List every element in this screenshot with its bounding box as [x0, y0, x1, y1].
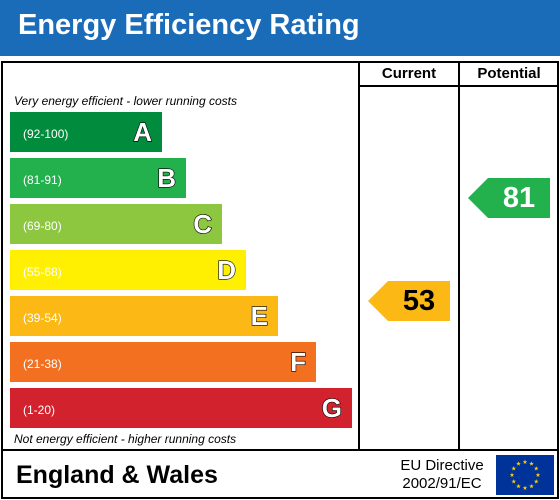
flag-star: [522, 459, 528, 464]
band-letter: E: [250, 300, 269, 331]
flag-star: [509, 472, 515, 477]
potential-rating-value: 81: [502, 182, 536, 214]
band-range-label: (21-38): [23, 357, 62, 371]
page-title: Energy Efficiency Rating: [18, 9, 360, 41]
column-header-divider: [358, 85, 559, 87]
band-range-label: (92-100): [23, 127, 69, 141]
flag-star: [516, 461, 521, 466]
band-e: (39-54) E: [10, 296, 278, 336]
divider-current: [358, 61, 360, 451]
column-header-current: Current: [381, 65, 437, 82]
band-letter: A: [133, 116, 153, 147]
divider-potential: [458, 61, 460, 451]
band-range-label: (55-68): [23, 265, 62, 279]
directive-line-2: 2002/91/EC: [402, 475, 482, 492]
flag-star: [511, 466, 517, 471]
potential-rating-arrow: 81: [468, 178, 550, 218]
band-letter: B: [157, 162, 177, 193]
band-b: (81-91) B: [10, 158, 186, 198]
current-arrow-shape: [368, 281, 450, 321]
flag-star: [533, 479, 539, 484]
flag-star: [535, 472, 541, 477]
band-letter: G: [321, 392, 342, 423]
current-rating-arrow: 53: [368, 281, 450, 321]
region-label: England & Wales: [16, 461, 218, 489]
caption-top: Very energy efficient - lower running co…: [14, 94, 237, 108]
band-range-label: (39-54): [23, 311, 62, 325]
flag-star: [533, 466, 539, 471]
footer-divider: [1, 449, 559, 451]
band-range-label: (1-20): [23, 403, 56, 417]
band-range-label: (81-91): [23, 173, 62, 187]
flag-star: [516, 483, 521, 489]
potential-arrow-shape: [468, 178, 550, 218]
flag-star: [529, 461, 534, 466]
band-g: (1-20) G: [10, 388, 352, 428]
band-letter: D: [217, 254, 237, 285]
band-letter: C: [193, 208, 213, 239]
flag-star: [522, 485, 528, 490]
caption-bottom: Not energy efficient - higher running co…: [14, 432, 237, 446]
band-d: (55-68) D: [10, 250, 246, 290]
directive-line-1: EU Directive: [400, 457, 484, 474]
flag-star: [511, 479, 517, 484]
band-f: (21-38) F: [10, 342, 316, 382]
band-range-label: (69-80): [23, 219, 62, 233]
flag-star: [529, 483, 534, 489]
band-c: (69-80) C: [10, 204, 222, 244]
current-rating-value: 53: [402, 285, 436, 317]
band-letter: F: [290, 346, 307, 377]
rating-frame: [1, 61, 559, 499]
eu-flag-icon: [496, 455, 554, 495]
column-header-potential: Potential: [477, 65, 541, 82]
band-a: (92-100) A: [10, 112, 162, 152]
header-bar: Energy Efficiency Rating: [0, 0, 560, 56]
